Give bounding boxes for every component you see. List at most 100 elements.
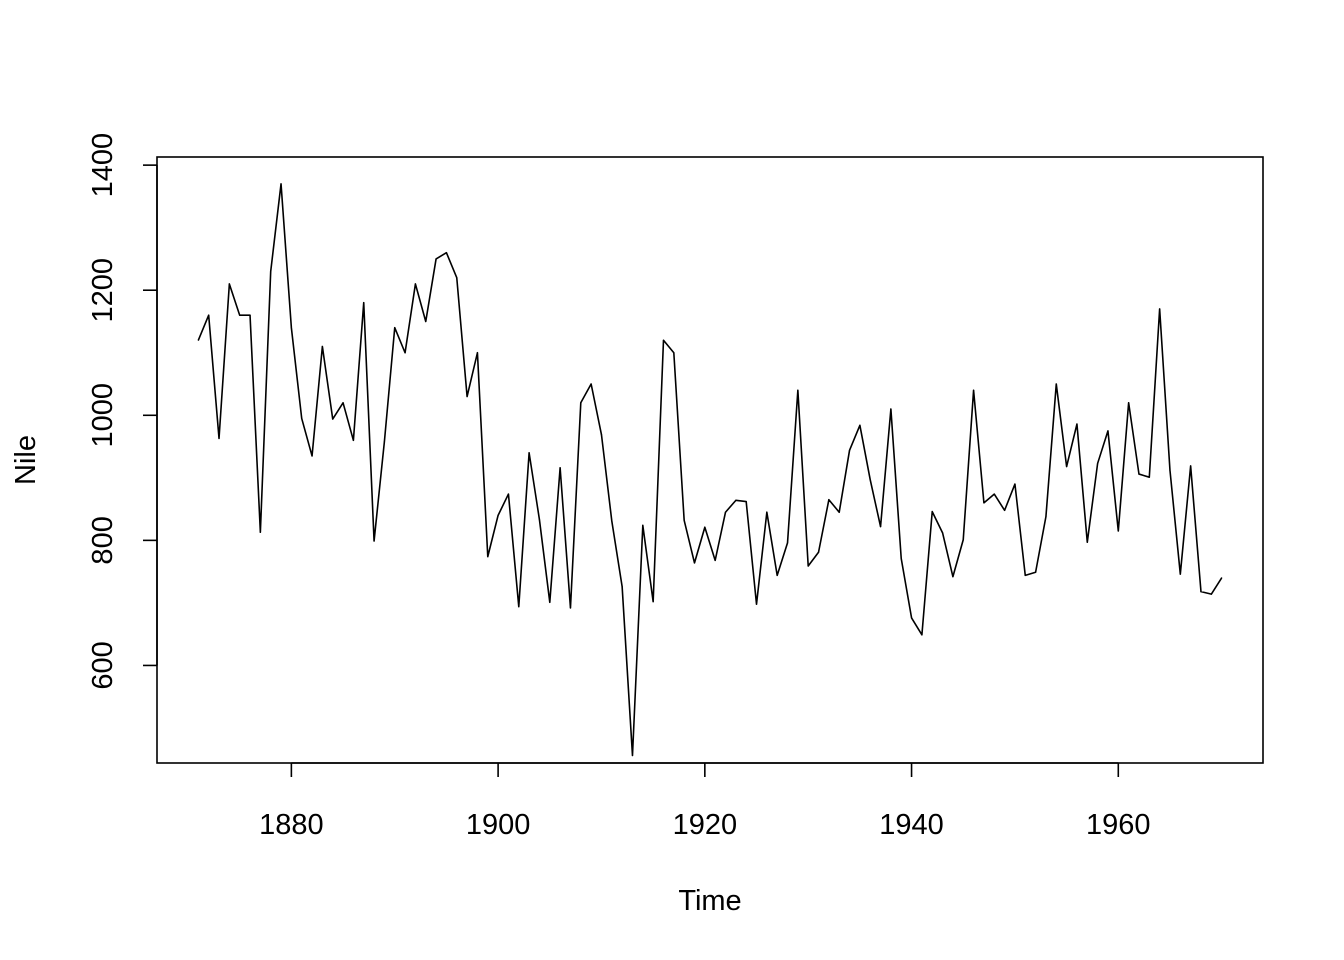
- data-point: [797, 389, 799, 391]
- data-point: [1169, 469, 1171, 471]
- data-point: [817, 551, 820, 553]
- data-point: [859, 424, 861, 426]
- data-point: [786, 542, 789, 544]
- data-point: [776, 574, 778, 576]
- data-point: [414, 283, 417, 285]
- data-point: [642, 524, 644, 526]
- data-point: [1128, 402, 1130, 404]
- y-tick-label: 800: [87, 516, 119, 564]
- x-tick-label: 1880: [259, 809, 324, 841]
- data-point: [745, 500, 747, 503]
- data-point: [1107, 430, 1109, 432]
- data-point: [259, 531, 261, 533]
- data-point: [735, 499, 737, 501]
- data-point: [972, 389, 975, 391]
- data-point: [218, 437, 220, 440]
- data-point: [952, 576, 954, 578]
- data-point: [280, 183, 282, 185]
- y-tick-label: 1400: [87, 133, 119, 198]
- data-point: [828, 499, 830, 501]
- x-tick-label: 1920: [673, 809, 738, 841]
- data-point: [724, 511, 727, 513]
- data-point: [993, 493, 995, 495]
- data-point: [466, 395, 468, 398]
- data-point: [456, 277, 458, 279]
- data-point: [239, 314, 241, 316]
- data-point: [559, 467, 561, 469]
- data-point: [538, 519, 541, 521]
- x-axis-label: Time: [678, 885, 741, 917]
- data-point: [404, 352, 406, 354]
- data-point: [332, 418, 334, 420]
- data-point: [301, 417, 303, 420]
- data-point: [383, 440, 385, 443]
- data-point: [879, 526, 882, 528]
- data-point: [1003, 509, 1006, 511]
- data-point: [487, 556, 489, 558]
- data-point: [983, 502, 985, 504]
- data-point: [507, 493, 510, 495]
- data-point: [1148, 476, 1150, 478]
- x-tick-label: 1940: [879, 809, 944, 841]
- data-point: [683, 519, 685, 521]
- data-point: [890, 408, 892, 410]
- x-axis: 1880 1900 1920 1940 1960: [259, 762, 1151, 841]
- data-point: [476, 352, 479, 354]
- data-point: [549, 601, 551, 603]
- data-point: [1190, 465, 1192, 467]
- data-point: [1210, 593, 1212, 595]
- data-point: [900, 557, 902, 560]
- data-point: [704, 526, 706, 528]
- data-point: [249, 314, 251, 316]
- x-tick-label: 1960: [1086, 809, 1151, 841]
- data-point: [342, 402, 344, 404]
- data-point: [270, 270, 272, 273]
- data-point: [1097, 462, 1099, 465]
- data-point: [1066, 465, 1068, 468]
- y-tick-label: 1000: [87, 383, 119, 448]
- data-point: [311, 455, 313, 457]
- data-point: [290, 327, 292, 329]
- data-point: [931, 510, 933, 513]
- data-point: [363, 302, 365, 304]
- data-point: [838, 511, 840, 513]
- data-point: [1117, 530, 1119, 532]
- data-point: [611, 520, 613, 522]
- data-point: [569, 607, 572, 609]
- data-point: [497, 514, 499, 516]
- data-point: [394, 327, 396, 329]
- data-point: [600, 434, 603, 436]
- data-point: [869, 479, 871, 481]
- data-point: [693, 562, 696, 564]
- series-line-nile: [197, 183, 1223, 757]
- data-point: [921, 634, 923, 636]
- data-point: [321, 345, 323, 348]
- data-point: [1086, 541, 1088, 543]
- data-point: [910, 617, 913, 619]
- data-point: [590, 383, 592, 385]
- data-point: [528, 452, 530, 454]
- data-point: [1055, 383, 1057, 385]
- data-point: [228, 283, 230, 285]
- data-point: [435, 258, 437, 260]
- data-point: [445, 252, 448, 254]
- data-point: [1221, 577, 1223, 579]
- data-point: [848, 449, 851, 451]
- y-axis-label: Nile: [10, 435, 42, 485]
- data-point: [208, 314, 210, 316]
- data-point: [425, 320, 427, 323]
- y-tick-label: 600: [87, 641, 119, 689]
- data-point: [580, 402, 582, 404]
- data-point: [714, 559, 716, 561]
- data-points: [197, 183, 1223, 757]
- data-point: [1159, 308, 1161, 310]
- y-tick-label: 1200: [87, 258, 119, 323]
- data-point: [621, 586, 623, 588]
- x-tick-label: 1900: [466, 809, 531, 841]
- data-point: [1045, 516, 1047, 518]
- data-point: [673, 352, 675, 354]
- data-point: [631, 754, 634, 757]
- data-point: [1076, 423, 1078, 425]
